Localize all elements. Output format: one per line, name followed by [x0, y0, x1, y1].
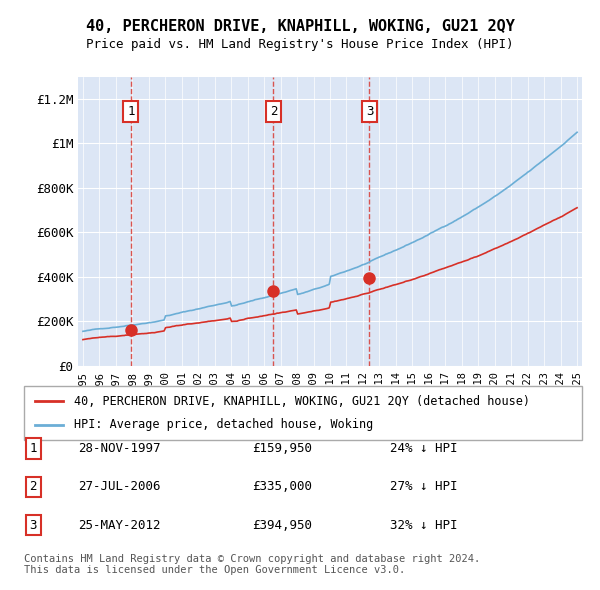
Text: 40, PERCHERON DRIVE, KNAPHILL, WOKING, GU21 2QY (detached house): 40, PERCHERON DRIVE, KNAPHILL, WOKING, G…: [74, 395, 530, 408]
Text: 27% ↓ HPI: 27% ↓ HPI: [390, 480, 458, 493]
Text: 3: 3: [366, 105, 373, 118]
Text: £394,950: £394,950: [252, 519, 312, 532]
Text: HPI: Average price, detached house, Woking: HPI: Average price, detached house, Woki…: [74, 418, 373, 431]
Text: Price paid vs. HM Land Registry's House Price Index (HPI): Price paid vs. HM Land Registry's House …: [86, 38, 514, 51]
Text: 3: 3: [29, 519, 37, 532]
Text: 1: 1: [127, 105, 134, 118]
Text: £159,950: £159,950: [252, 442, 312, 455]
Text: 25-MAY-2012: 25-MAY-2012: [78, 519, 161, 532]
FancyBboxPatch shape: [24, 386, 582, 440]
Text: 24% ↓ HPI: 24% ↓ HPI: [390, 442, 458, 455]
Text: 1: 1: [29, 442, 37, 455]
Text: Contains HM Land Registry data © Crown copyright and database right 2024.
This d: Contains HM Land Registry data © Crown c…: [24, 553, 480, 575]
Text: 28-NOV-1997: 28-NOV-1997: [78, 442, 161, 455]
Text: 2: 2: [270, 105, 277, 118]
Text: £335,000: £335,000: [252, 480, 312, 493]
Text: 2: 2: [29, 480, 37, 493]
Text: 27-JUL-2006: 27-JUL-2006: [78, 480, 161, 493]
Text: 40, PERCHERON DRIVE, KNAPHILL, WOKING, GU21 2QY: 40, PERCHERON DRIVE, KNAPHILL, WOKING, G…: [86, 19, 514, 34]
Text: 32% ↓ HPI: 32% ↓ HPI: [390, 519, 458, 532]
